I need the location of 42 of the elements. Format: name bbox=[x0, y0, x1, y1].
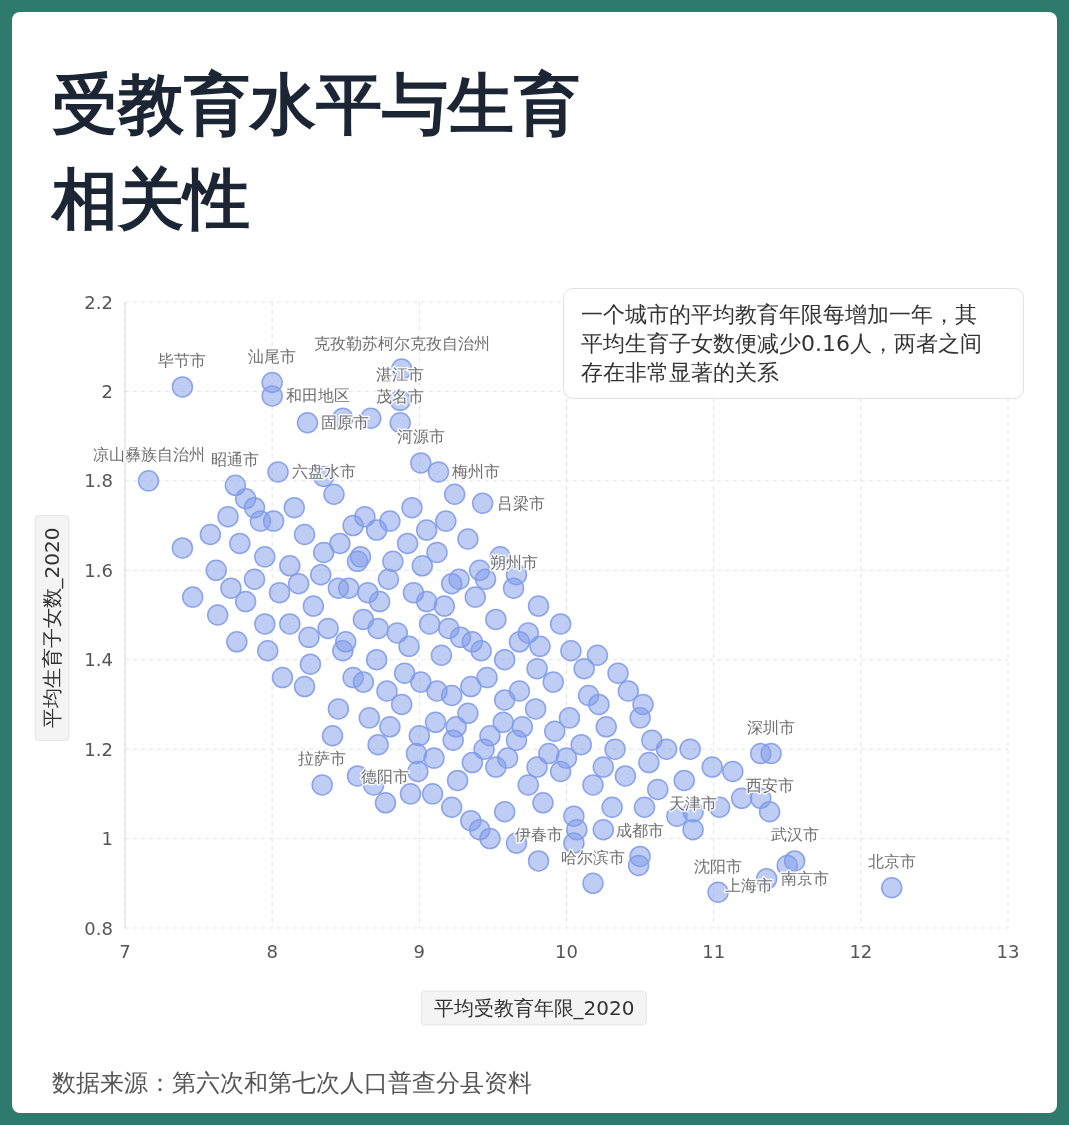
y-tick-label: 2.2 bbox=[84, 291, 113, 313]
annotation: 哈尔滨市 bbox=[560, 847, 625, 867]
annotation: 北京市 bbox=[867, 852, 916, 872]
annotation: 一个城市的平均教育年限每增加一年，其平均生育子女数便减少0.16人，两者之间存在非常显著的关系 bbox=[563, 288, 1024, 399]
y-tick-label: 1.2 bbox=[84, 738, 113, 760]
annotation: 和田地区 bbox=[286, 386, 351, 406]
source-note: 数据来源：第六次和第七次人口普查分县资料 bbox=[52, 1069, 532, 1097]
annotation: 拉萨市 bbox=[298, 749, 347, 769]
x-tick-label: 12 bbox=[849, 940, 873, 962]
y-tick-label: 1 bbox=[101, 828, 113, 850]
annotation: 南京市 bbox=[780, 869, 829, 889]
annotation: 武汉市 bbox=[770, 825, 819, 845]
annotation: 河源市 bbox=[396, 427, 445, 447]
annotation: 上海市 bbox=[725, 875, 774, 895]
x-tick-label: 10 bbox=[555, 940, 578, 962]
annotation: 湛江市 bbox=[376, 364, 425, 384]
annotation: 德阳市 bbox=[361, 767, 410, 787]
annotation: 梅州市 bbox=[451, 462, 501, 482]
annotation: 克孜勒苏柯尔克孜自治州 bbox=[313, 333, 490, 353]
y-tick-label: 2 bbox=[101, 380, 113, 402]
x-tick-label: 13 bbox=[996, 940, 1020, 962]
annotation: 深圳市 bbox=[747, 718, 796, 738]
x-tick-label: 11 bbox=[702, 940, 726, 962]
x-axis-title: 平均受教育年限_2020 bbox=[433, 996, 635, 1020]
annotation: 吕梁市 bbox=[496, 493, 545, 513]
y-axis-title: 平均生育子女数_2020 bbox=[40, 527, 64, 729]
annotation: 汕尾市 bbox=[248, 346, 297, 366]
x-tick-label: 8 bbox=[266, 940, 278, 962]
x-tick-label: 9 bbox=[413, 940, 426, 962]
annotation: 伊春市 bbox=[514, 825, 563, 845]
annotation: 昭通市 bbox=[211, 449, 260, 469]
annotation: 凉山彝族自治州 bbox=[92, 445, 205, 465]
y-tick-label: 0.8 bbox=[84, 917, 113, 939]
chart-title: 受教育水平与生育相关性 bbox=[52, 65, 581, 240]
x-tick-label: 7 bbox=[119, 940, 131, 962]
annotation: 六盘水市 bbox=[292, 462, 357, 482]
y-tick-label: 1.8 bbox=[84, 470, 113, 492]
annotation: 成都市 bbox=[616, 820, 665, 840]
annotation: 沈阳市 bbox=[694, 856, 743, 876]
annotation: 毕节市 bbox=[158, 351, 207, 371]
y-tick-label: 1.6 bbox=[84, 559, 113, 581]
y-tick-label: 1.4 bbox=[84, 649, 113, 671]
